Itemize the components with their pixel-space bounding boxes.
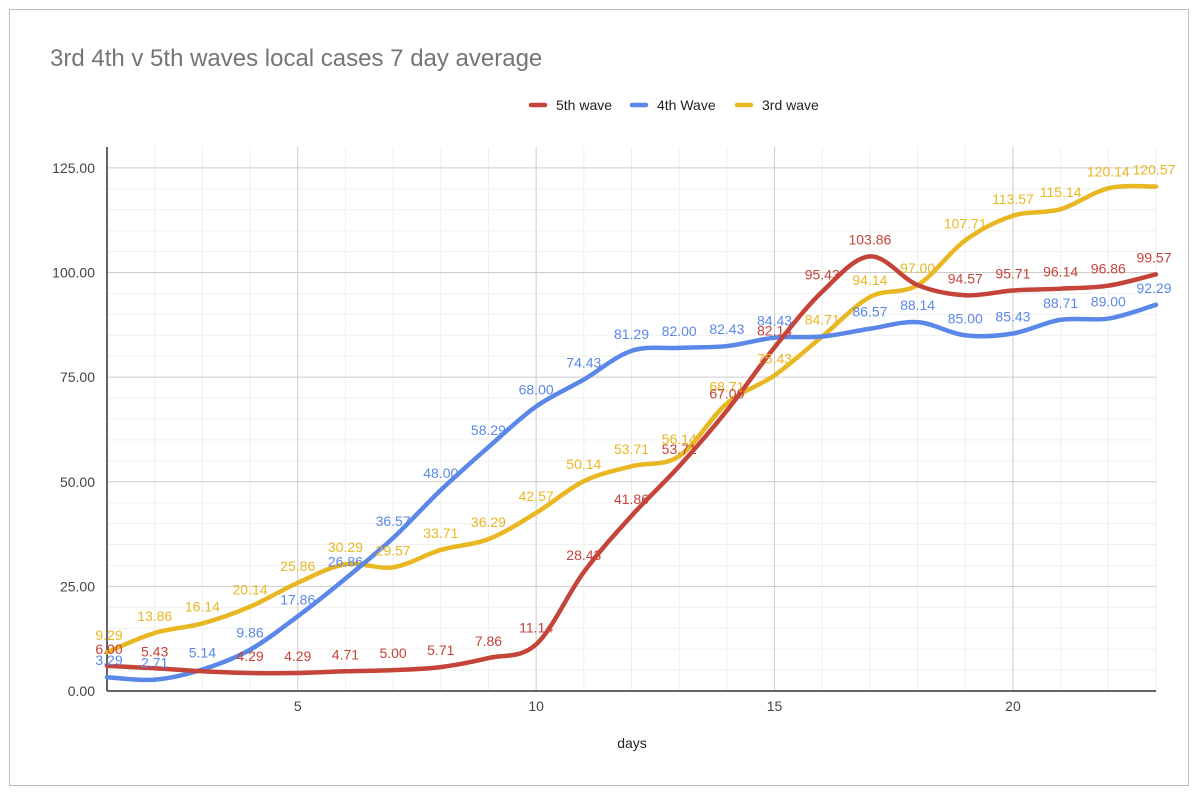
data-label-4th-wave: 5.14 [189, 644, 216, 660]
y-tick-label: 25.00 [60, 578, 95, 594]
data-label-3rd-wave: 113.57 [992, 191, 1034, 207]
data-label-4th-wave: 82.43 [709, 321, 744, 337]
data-label-5th-wave: 11.14 [519, 619, 553, 635]
x-tick-label: 20 [1005, 698, 1021, 714]
data-label-3rd-wave: 107.71 [944, 215, 987, 231]
data-label-3rd-wave: 75.43 [757, 350, 792, 366]
data-label-4th-wave: 74.43 [566, 355, 601, 371]
y-tick-label: 75.00 [60, 369, 95, 385]
data-label-3rd-wave: 97.00 [900, 260, 935, 276]
data-label-5th-wave: 96.14 [1043, 264, 1078, 280]
y-tick-label: 50.00 [60, 474, 95, 490]
data-label-4th-wave: 81.29 [614, 326, 649, 342]
data-label-3rd-wave: 20.14 [233, 582, 268, 598]
axes: 0.00 25.00 50.00 75.00 100.00 125.00 5 10 15 20 [52, 147, 1156, 714]
grid-lines [107, 147, 1157, 692]
series-lines [104, 183, 1159, 683]
data-label-5th-wave: 95.71 [995, 265, 1030, 281]
y-tick-label: 125.00 [52, 160, 95, 176]
data-label-4th-wave: 89.00 [1091, 294, 1126, 310]
data-label-4th-wave: 82.00 [662, 323, 697, 339]
data-label-5th-wave: 53.71 [662, 441, 697, 457]
data-label-4th-wave: 48.00 [423, 465, 458, 481]
data-label-5th-wave: 96.86 [1091, 261, 1126, 277]
x-tick-label: 5 [294, 698, 302, 714]
chart-title: 3rd 4th v 5th waves local cases 7 day av… [50, 45, 543, 72]
data-label-5th-wave: 94.57 [948, 270, 983, 286]
data-label-3rd-wave: 16.14 [185, 598, 220, 614]
x-tick-label: 10 [528, 698, 544, 714]
data-label-3rd-wave: 94.14 [852, 272, 887, 288]
data-label-3rd-wave: 68.71 [709, 378, 744, 394]
data-label-3rd-wave: 29.57 [376, 542, 411, 558]
data-label-3rd-wave: 84.71 [805, 312, 840, 328]
data-label-3rd-wave: 42.57 [519, 488, 554, 504]
legend-item-4th-wave: 4th Wave [629, 97, 716, 113]
x-tick-label: 15 [767, 698, 783, 714]
data-label-5th-wave: 28.43 [566, 547, 601, 563]
data-label-4th-wave: 58.29 [471, 422, 506, 438]
data-label-4th-wave: 2.71 [141, 655, 168, 671]
data-label-5th-wave: 95.43 [805, 267, 840, 283]
data-label-3rd-wave: 30.29 [328, 539, 363, 555]
legend-item-3rd-wave: 3rd wave [734, 97, 819, 113]
data-label-5th-wave: 99.57 [1136, 249, 1171, 265]
data-label-3rd-wave: 115.14 [1040, 184, 1082, 200]
data-label-4th-wave: 68.00 [519, 381, 554, 397]
data-label-5th-wave: 4.71 [332, 646, 359, 662]
data-label-4th-wave: 36.57 [376, 513, 411, 529]
chart-frame [9, 9, 1189, 786]
data-label-5th-wave: 7.86 [475, 633, 502, 649]
data-label-5th-wave: 5.71 [427, 642, 454, 658]
data-labels: 9.29 13.86 16.14 20.14 25.86 30.29 29.57 33.71 3… [95, 161, 1175, 670]
data-label-4th-wave: 85.00 [948, 310, 983, 326]
y-tick-label: 100.00 [52, 265, 95, 281]
series-line-5th-wave [104, 254, 1159, 676]
data-label-3rd-wave: 56.14 [662, 431, 697, 447]
data-label-3rd-wave: 13.86 [137, 608, 172, 624]
data-label-4th-wave: 26.86 [328, 554, 363, 570]
series-line-3rd-wave [104, 183, 1159, 655]
legend: 5th wave 4th Wave 3rd wave [528, 97, 819, 113]
data-label-5th-wave: 67.00 [709, 386, 744, 402]
data-label-4th-wave: 9.86 [236, 625, 263, 641]
data-label-3rd-wave: 120.57 [1133, 161, 1176, 177]
y-tick-label: 0.00 [68, 683, 95, 699]
data-label-3rd-wave: 25.86 [280, 558, 315, 574]
data-label-5th-wave: 6.00 [95, 641, 122, 657]
legend-label: 5th wave [556, 97, 612, 113]
data-label-4th-wave: 92.29 [1136, 280, 1171, 296]
data-label-5th-wave: 103.86 [848, 231, 891, 247]
data-label-4th-wave: 3.29 [95, 652, 122, 668]
data-label-4th-wave: 88.14 [900, 297, 935, 313]
data-label-3rd-wave: 9.29 [95, 627, 122, 643]
legend-label: 3rd wave [762, 97, 819, 113]
data-label-5th-wave: 41.86 [614, 491, 649, 507]
data-label-5th-wave: 5.00 [379, 645, 406, 661]
data-label-4th-wave: 88.71 [1043, 295, 1078, 311]
data-label-3rd-wave: 120.14 [1087, 163, 1130, 179]
data-label-4th-wave: 17.86 [280, 591, 315, 607]
legend-label: 4th Wave [657, 97, 716, 113]
x-axis-label: days [617, 735, 647, 751]
data-label-3rd-wave: 50.14 [566, 456, 601, 472]
data-label-5th-wave: 4.29 [236, 648, 263, 664]
data-label-5th-wave: 4.29 [284, 648, 311, 664]
series-line-4th-wave [104, 302, 1159, 683]
data-label-5th-wave: 5.43 [141, 643, 168, 659]
data-label-4th-wave: 85.43 [995, 309, 1030, 325]
data-label-4th-wave: 84.43 [757, 313, 792, 329]
data-label-3rd-wave: 33.71 [423, 525, 458, 541]
legend-item-5th-wave: 5th wave [528, 97, 612, 113]
data-label-5th-wave: 82.14 [757, 322, 792, 338]
data-label-3rd-wave: 53.71 [614, 441, 649, 457]
data-label-3rd-wave: 36.29 [471, 514, 506, 530]
data-label-4th-wave: 86.57 [852, 304, 887, 320]
